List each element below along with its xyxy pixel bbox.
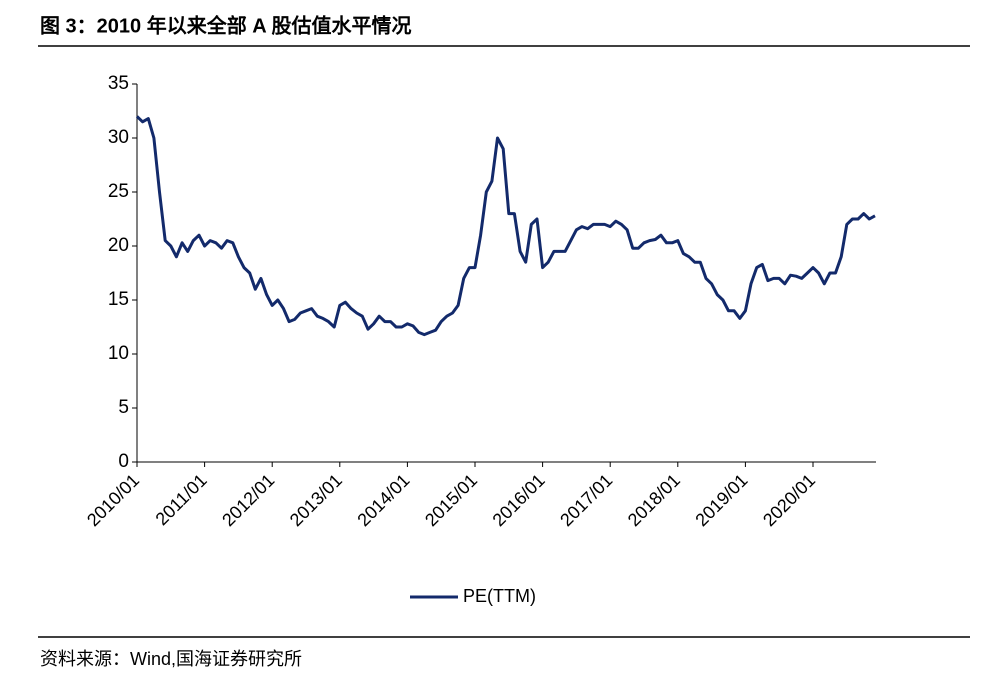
y-tick-label: 25 [108,181,129,202]
y-tick-label: 15 [108,289,129,310]
y-tick-label: 30 [108,127,129,148]
y-tick-label: 10 [108,343,129,364]
y-tick-label: 5 [118,397,129,418]
x-tick-label: 2017/01 [556,470,616,530]
x-tick-label: 2013/01 [286,470,346,530]
legend-label: PE(TTM) [463,586,536,606]
x-tick-label: 2014/01 [353,470,413,530]
chart-title: 图 3：2010 年以来全部 A 股估值水平情况 [40,13,412,37]
series-line [135,115,876,337]
x-tick-label: 2019/01 [691,470,751,530]
source: 资料来源：Wind,国海证券研究所 [40,649,302,669]
x-tick-label: 2012/01 [218,470,278,530]
x-tick-label: 2011/01 [152,470,211,529]
y-tick-label: 35 [108,73,129,94]
x-tick-label: 2010/01 [83,470,143,530]
y-tick-label: 0 [118,451,129,472]
x-tick-label: 2015/01 [421,470,481,530]
x-tick-label: 2018/01 [624,470,684,530]
x-tick-label: 2016/01 [489,470,549,530]
y-tick-label: 20 [108,235,129,256]
x-tick-label: 2020/01 [759,470,819,530]
